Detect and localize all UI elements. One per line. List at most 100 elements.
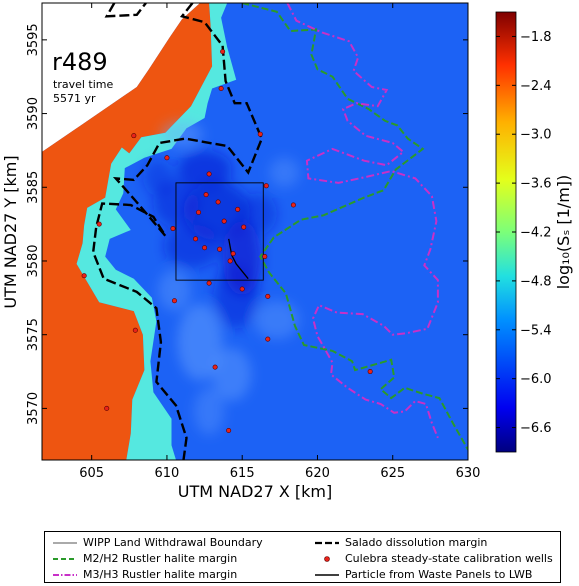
x-tick-label: 630 (456, 466, 481, 481)
higher-storativity-patch (212, 347, 252, 402)
well-marker (241, 224, 247, 230)
colorbar-tick-label: −6.0 (520, 372, 552, 387)
legend-swatch-line (53, 542, 77, 543)
higher-storativity-patch (177, 303, 223, 381)
x-tick-label: 605 (79, 466, 104, 481)
field-variations (142, 120, 300, 435)
legend-swatch-magenta-dashdot (53, 573, 77, 576)
m2h2-margin-line (241, 3, 468, 451)
well-marker (227, 258, 233, 264)
legend-label: Culebra steady-state calibration wells (345, 552, 553, 565)
well-marker (239, 286, 245, 292)
low-storativity-patch (142, 159, 173, 195)
well-marker (217, 246, 223, 252)
well-marker (206, 280, 212, 286)
colorbar-tick-label: −4.8 (520, 274, 552, 289)
higher-storativity-patch (160, 120, 204, 148)
legend-item-m2h2: M2/H2 Rustler halite margin (53, 552, 237, 565)
well-marker (263, 183, 269, 189)
no-data-region (42, 3, 201, 152)
legend-label: M3/H3 Rustler halite margin (83, 568, 238, 581)
legend-swatch-dashed (315, 541, 339, 544)
legend-item-wells: Culebra steady-state calibration wells (315, 552, 553, 565)
mid-storativity-region (76, 3, 237, 460)
low-storativity-patch (177, 150, 232, 189)
particle-path (228, 238, 249, 280)
well-marker (196, 209, 202, 215)
y-tick-label: 3570 (26, 392, 41, 425)
well-marker (203, 192, 209, 198)
legend-label: M2/H2 Rustler halite margin (83, 552, 238, 565)
legend-label: WIPP Land Withdrawal Boundary (83, 536, 263, 549)
well-marker (104, 405, 110, 411)
well-marker (193, 236, 199, 242)
legend-swatch-green-dashed (53, 557, 77, 560)
well-marker (170, 226, 176, 232)
annotation-line1: travel time (53, 78, 113, 91)
well-marker (290, 202, 296, 208)
x-axis-label: UTM NAD27 X [km] (178, 482, 332, 501)
y-tick-label: 3585 (26, 171, 41, 204)
well-marker (212, 364, 218, 370)
legend-swatch-line (315, 573, 339, 576)
margin-lines (91, 3, 468, 460)
well-marker (235, 206, 241, 212)
colorbar-ticks: −1.8 −2.4 −3.0 −3.6 −4.2 −4.8 −5.4 −6.0 −6.6 (496, 30, 552, 436)
y-tick-label: 3580 (26, 244, 41, 277)
well-marker (215, 199, 221, 205)
legend-item-particle: Particle from Waste Panels to LWB (315, 568, 532, 581)
wipp-boundary (175, 182, 264, 281)
well-marker (226, 428, 232, 434)
m3h3-margin-line (286, 3, 439, 439)
low-storativity-patch (213, 263, 259, 329)
annotation-line2: 5571 yr (53, 92, 96, 105)
legend-label: Particle from Waste Panels to LWB (345, 568, 533, 581)
well-marker (220, 49, 226, 55)
y-tick-label: 3595 (26, 23, 41, 56)
well-marker (81, 273, 87, 279)
y-tick-label: 3575 (26, 318, 41, 351)
salado-margin-line (91, 3, 264, 460)
well-marker (96, 221, 102, 227)
y-axis: 3570 3575 3580 3585 3590 3595 (26, 23, 468, 425)
x-tick-label: 610 (155, 466, 180, 481)
salado-margin-line (104, 3, 147, 18)
colorbar-tick-label: −3.6 (520, 177, 552, 192)
well-marker (262, 254, 268, 260)
well-marker (131, 133, 137, 139)
legend: WIPP Land Withdrawal Boundary Salado dis… (44, 531, 561, 583)
well-marker (206, 171, 212, 177)
y-axis-label: UTM NAD27 Y [km] (1, 155, 20, 308)
colorbar-tick-label: −6.6 (520, 421, 552, 436)
well-marker (230, 251, 236, 257)
calibration-wells (81, 49, 373, 434)
colorbar-tick-label: −1.8 (520, 30, 552, 45)
x-tick-label: 615 (230, 466, 255, 481)
x-tick-label: 625 (380, 466, 405, 481)
chart-svg: r489 travel time 5571 yr 605 610 615 620 625… (1, 2, 573, 501)
high-storativity-region (42, 3, 213, 460)
higher-storativity-patch (194, 387, 225, 435)
legend-item-salado: Salado dissolution margin (315, 536, 487, 549)
well-marker (257, 131, 263, 137)
colorbar-tick-label: −2.4 (520, 79, 552, 94)
higher-storativity-patch (254, 300, 300, 340)
colorbar-label: log₁₀(Sₛ [1/m]) (554, 175, 573, 290)
legend-item-m3h3: M3/H3 Rustler halite margin (53, 568, 237, 581)
well-marker (171, 298, 177, 304)
annotation-title: r489 (52, 48, 108, 76)
colorbar-tick-label: −3.0 (520, 128, 552, 143)
well-marker (218, 86, 224, 92)
field-regions (42, 3, 237, 460)
colorbar-tick-label: −4.2 (520, 226, 552, 241)
plot-frame (41, 2, 469, 461)
colorbar-tick-label: −5.4 (520, 323, 552, 338)
y-tick-label: 3590 (26, 97, 41, 130)
well-marker (265, 336, 271, 342)
well-marker (202, 245, 208, 251)
x-tick-label: 620 (305, 466, 330, 481)
well-marker (265, 293, 271, 299)
higher-storativity-patch (269, 157, 300, 188)
well-marker (367, 369, 373, 375)
legend-item-wipp: WIPP Land Withdrawal Boundary (53, 536, 263, 549)
